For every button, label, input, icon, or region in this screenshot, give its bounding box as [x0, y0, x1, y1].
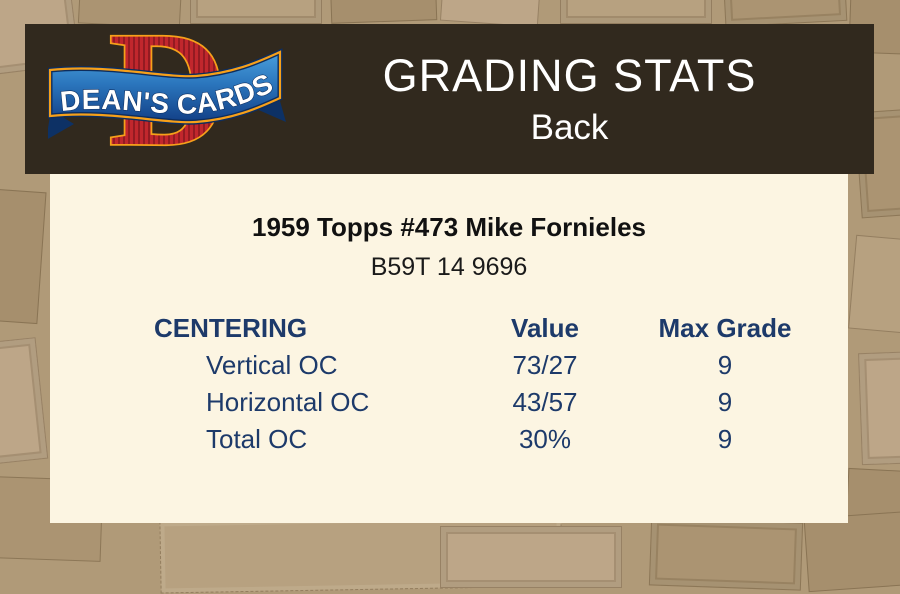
- page-title: GRADING STATS: [382, 50, 757, 101]
- background-card: [858, 350, 900, 466]
- stats-panel: 1959 Topps #473 Mike Fornieles B59T 14 9…: [50, 174, 848, 523]
- background-card: [440, 526, 622, 588]
- deans-cards-logo-svg: D DEAN'S CARDS: [46, 0, 286, 182]
- background-card: [0, 337, 49, 465]
- card-title: 1959 Topps #473 Mike Fornieles: [251, 212, 647, 242]
- background-card: [190, 0, 322, 24]
- row-label-vertical-oc: Vertical OC: [206, 350, 338, 380]
- deans-cards-logo: D DEAN'S CARDS: [46, 0, 288, 182]
- header-banner: D DEAN'S CARDS GRADING STATS Back: [25, 0, 874, 182]
- background-card: [560, 0, 712, 24]
- row-value-vertical-oc: 73/27: [512, 350, 578, 380]
- row-max-grade-total-oc: 9: [717, 424, 733, 454]
- row-label-horizontal-oc: Horizontal OC: [206, 387, 370, 417]
- header-titles: GRADING STATS Back: [265, 24, 874, 174]
- background-card: [648, 517, 804, 591]
- background-card: [328, 0, 438, 24]
- background-card: [0, 187, 47, 325]
- card-serial: B59T 14 9696: [370, 253, 528, 281]
- centering-table: CENTERING Value Max Grade Vertical OC 73…: [154, 310, 814, 458]
- column-header-value: Value: [511, 313, 579, 343]
- ribbon-banner-outline: [48, 50, 282, 124]
- row-value-total-oc: 30%: [518, 424, 572, 454]
- row-max-grade-vertical-oc: 9: [717, 350, 733, 380]
- row-label-total-oc: Total OC: [206, 424, 308, 454]
- page-subtitle: Back: [530, 107, 609, 147]
- table-section-header: CENTERING: [154, 313, 308, 343]
- background-card: [848, 234, 900, 336]
- column-header-max-grade: Max Grade: [658, 313, 792, 343]
- row-value-horizontal-oc: 43/57: [512, 387, 578, 417]
- row-max-grade-horizontal-oc: 9: [717, 387, 733, 417]
